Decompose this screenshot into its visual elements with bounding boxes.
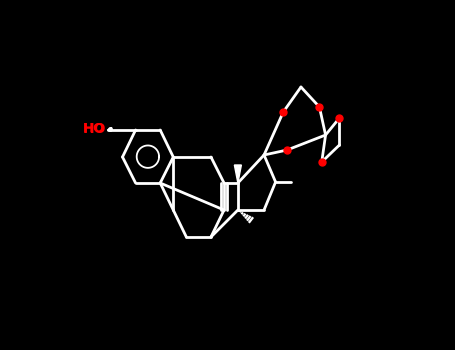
Text: HO: HO — [83, 122, 105, 135]
Polygon shape — [234, 165, 242, 183]
Text: HO: HO — [83, 122, 106, 136]
